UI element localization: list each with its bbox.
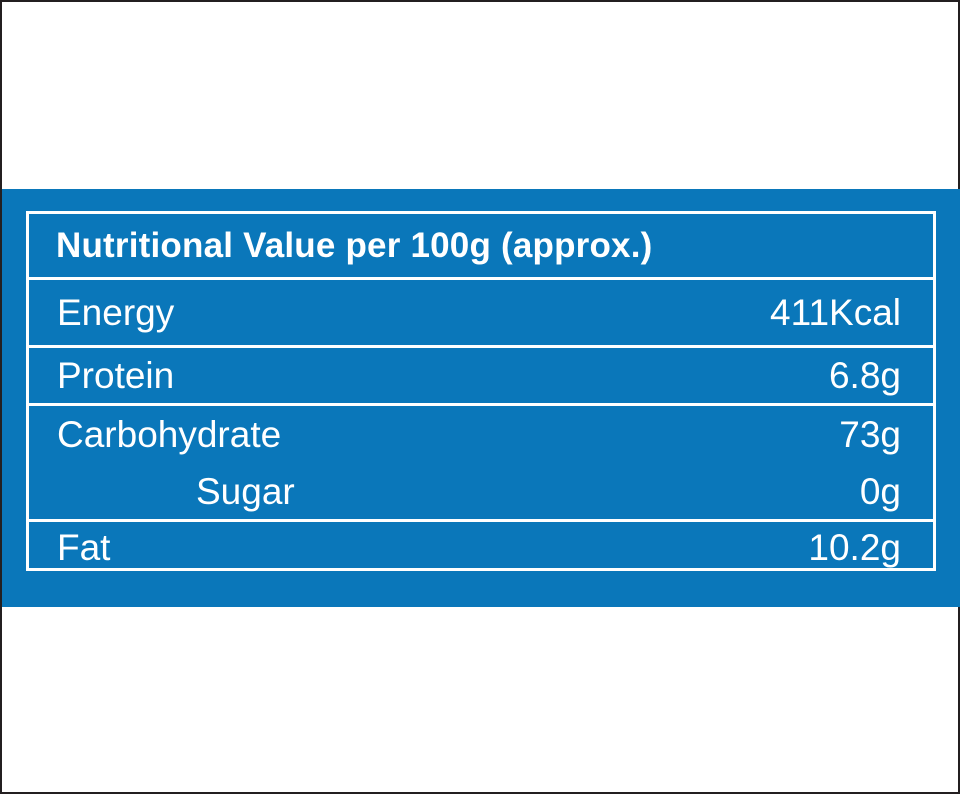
table-title: Nutritional Value per 100g (approx.) bbox=[29, 214, 933, 280]
row-label: Carbohydrate bbox=[57, 414, 282, 455]
row-label: Sugar bbox=[196, 470, 295, 512]
table-row-carbohydrate: Carbohydrate 73g bbox=[29, 406, 933, 464]
table-row-sugar: Sugar 0g bbox=[29, 464, 933, 522]
row-value: 411Kcal bbox=[770, 291, 901, 333]
table-row-energy: Energy 411Kcal bbox=[29, 280, 933, 348]
row-value: 10.2g bbox=[808, 527, 901, 568]
table-row-protein: Protein 6.8g bbox=[29, 348, 933, 406]
row-value: 0g bbox=[859, 470, 901, 512]
row-label: Energy bbox=[57, 291, 175, 333]
nutrition-table: Nutritional Value per 100g (approx.) Ene… bbox=[26, 211, 936, 571]
row-value: 73g bbox=[839, 414, 901, 455]
table-row-fat: Fat 10.2g bbox=[29, 522, 933, 574]
row-value: 6.8g bbox=[828, 354, 901, 396]
row-label: Protein bbox=[57, 354, 175, 396]
row-label: Fat bbox=[57, 527, 111, 568]
nutrition-band: Nutritional Value per 100g (approx.) Ene… bbox=[2, 189, 960, 607]
